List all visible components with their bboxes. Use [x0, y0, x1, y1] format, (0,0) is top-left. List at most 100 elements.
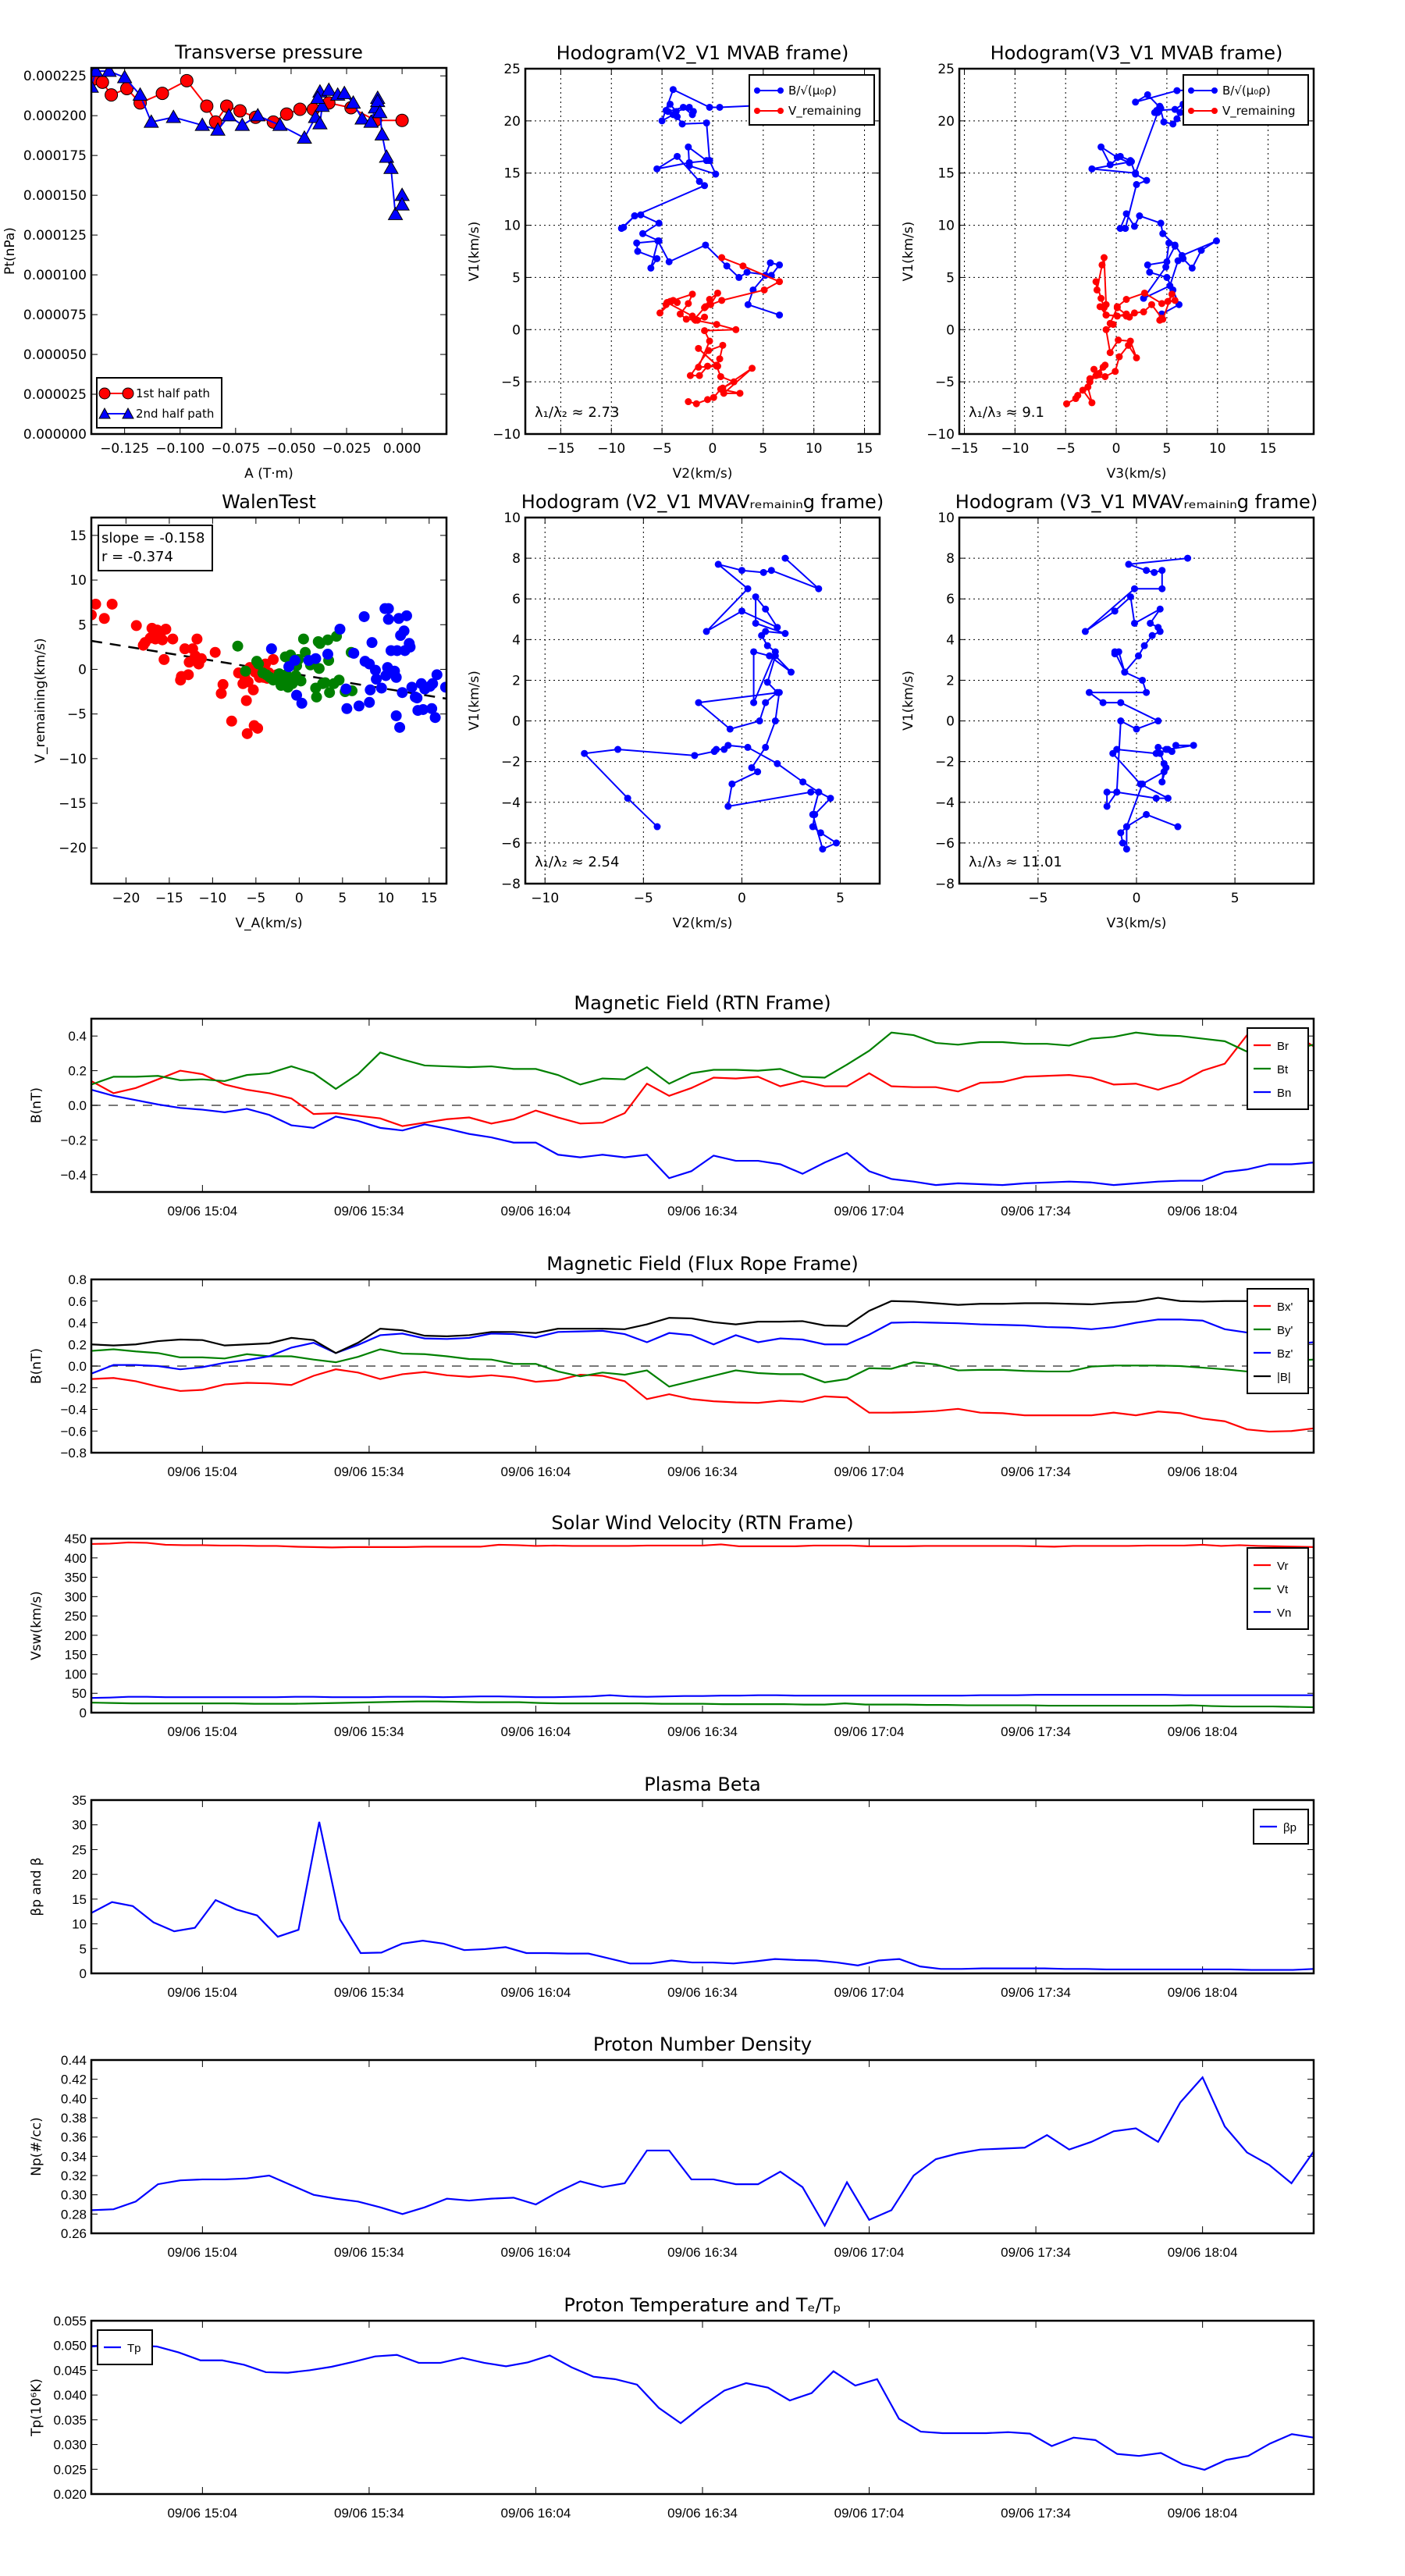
x-tick-label: 09/06 17:04 — [834, 2245, 905, 2260]
series-line-np — [91, 2076, 1314, 2228]
data-point — [719, 384, 727, 392]
data-point — [781, 630, 789, 638]
y-tick-label: −2 — [935, 755, 955, 770]
data-point — [776, 261, 784, 269]
y-tick-label: 0 — [946, 714, 955, 730]
data-point — [1113, 788, 1121, 796]
x-tick-label: −10 — [531, 891, 559, 906]
data-point — [716, 103, 724, 111]
proton-temperature-frame — [90, 2319, 1315, 2496]
data-point — [132, 87, 148, 101]
y-tick-label: −0.2 — [60, 1381, 87, 1396]
x-tick-label: −0.025 — [322, 441, 372, 457]
legend-label: Bt — [1277, 1063, 1289, 1076]
x-tick-label: 09/06 18:04 — [1168, 2506, 1238, 2521]
legend-marker — [1211, 87, 1218, 94]
x-tick-label: 0 — [295, 891, 304, 906]
x-tick-label: −0.050 — [266, 441, 315, 457]
data-point — [1174, 823, 1182, 831]
data-point — [703, 362, 711, 370]
data-point — [1130, 309, 1138, 317]
data-point — [1136, 212, 1144, 220]
data-point — [718, 297, 726, 304]
data-point — [1132, 169, 1140, 177]
data-point — [295, 675, 307, 687]
series-line-tp — [91, 2343, 1314, 2471]
legend-label: Bz' — [1277, 1347, 1293, 1361]
y-axis-label: Np(#/cc) — [29, 2117, 44, 2176]
data-point — [1151, 568, 1158, 576]
data-point — [310, 90, 325, 104]
y-tick-label: 0.000100 — [23, 268, 87, 283]
walen-test-title: WalenTest — [222, 491, 316, 513]
legend-box — [96, 377, 222, 429]
data-point — [387, 206, 404, 220]
data-point — [1152, 795, 1160, 802]
data-point — [1154, 743, 1162, 751]
y-tick-label: 10 — [503, 511, 521, 526]
legend-label: 2nd half path — [136, 407, 214, 421]
data-point — [291, 689, 303, 701]
x-tick-label: −5 — [1028, 891, 1048, 906]
data-point — [809, 810, 816, 818]
data-point — [1162, 745, 1170, 753]
hodogram-v3v1-mvav-title: Hodogram (V3_V1 MVAVᵣₑₘₐᵢₙᵢₙg frame) — [955, 491, 1318, 513]
y-tick-label: 0.2 — [68, 1064, 87, 1079]
data-point — [340, 683, 352, 695]
x-tick-label: −5 — [1056, 441, 1076, 457]
data-point — [372, 105, 388, 119]
data-point — [240, 665, 251, 677]
x-tick-label: −15 — [546, 441, 574, 457]
plasma-beta-frame — [90, 1799, 1315, 1975]
data-point — [319, 677, 331, 688]
y-tick-label: 0.44 — [61, 2053, 87, 2068]
data-point — [701, 313, 709, 321]
x-tick-label: 09/06 17:34 — [1001, 2506, 1071, 2521]
data-point — [669, 111, 677, 119]
y-tick-label: −10 — [59, 752, 87, 767]
series-b- — [1088, 86, 1220, 318]
plot-area — [91, 2076, 1314, 2228]
legend-label: βp — [1283, 1821, 1297, 1834]
y-tick-label: 0.000175 — [23, 148, 87, 164]
data-point — [379, 149, 395, 163]
y-tick-label: 0 — [512, 714, 521, 730]
data-point — [158, 653, 170, 665]
data-point — [397, 687, 408, 699]
data-point — [1143, 176, 1151, 184]
data-point — [233, 104, 247, 118]
data-point — [1143, 688, 1151, 696]
data-point — [1088, 399, 1096, 407]
magnetic-field-flux-rope-title: Magnetic Field (Flux Rope Frame) — [546, 1253, 858, 1275]
data-point — [1093, 286, 1101, 294]
legend-label: V_remaining — [788, 104, 862, 119]
transverse-pressure: −0.125 −0.100 −0.075 −0.050 −0.025 0.000 0.000… — [2, 41, 448, 482]
data-point — [714, 560, 722, 568]
y-axis-label: B(nT) — [29, 1348, 44, 1384]
y-tick-label: 0.000225 — [23, 69, 87, 84]
proton-number-density-frame — [90, 2058, 1315, 2235]
y-tick-label: 0.42 — [61, 2073, 87, 2087]
data-point — [1160, 118, 1168, 126]
x-tick-label: 09/06 17:04 — [834, 1724, 905, 1739]
data-point — [756, 717, 763, 725]
data-point — [653, 254, 661, 262]
x-tick-label: 09/06 16:34 — [667, 1204, 738, 1219]
data-point — [1168, 748, 1176, 756]
x-tick-label: −10 — [198, 891, 226, 906]
data-point — [713, 289, 721, 297]
data-point — [429, 712, 441, 724]
data-point — [1144, 91, 1151, 98]
legend-marker — [754, 108, 760, 114]
y-tick-label: 0.000075 — [23, 308, 87, 323]
data-point — [706, 103, 713, 111]
data-point — [1133, 180, 1140, 188]
y-tick-label: 0.32 — [61, 2169, 87, 2183]
data-point — [394, 721, 406, 733]
data-point — [1122, 296, 1130, 304]
data-point — [312, 116, 328, 130]
data-point — [1122, 845, 1130, 853]
data-point — [827, 795, 834, 802]
data-point — [341, 703, 353, 714]
